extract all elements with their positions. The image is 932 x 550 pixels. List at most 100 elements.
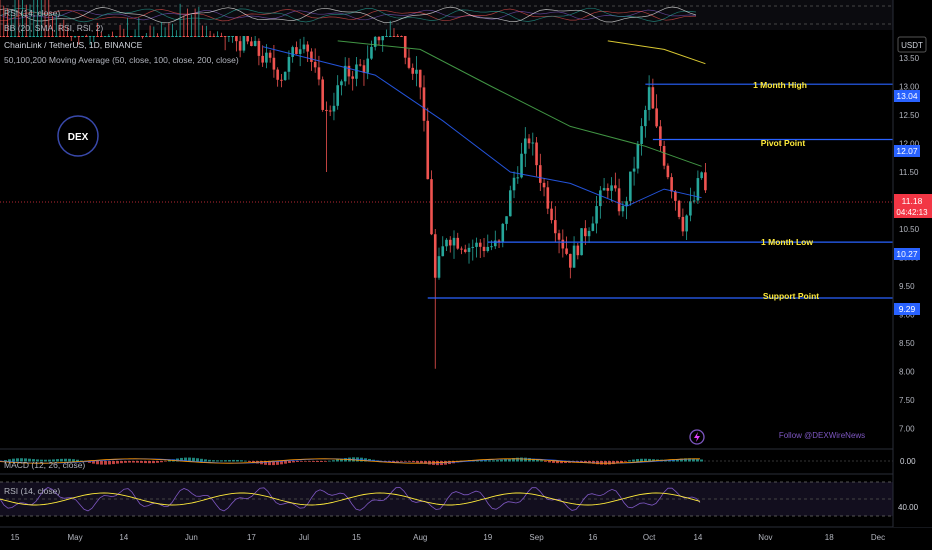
candle-body (133, 36, 137, 37)
macd-bar (332, 460, 335, 462)
candle-body (644, 109, 647, 127)
currency-label: USDT (901, 41, 923, 50)
macd-bar (620, 461, 623, 463)
current-price-value: 11.18 (902, 196, 923, 206)
macd-bar (624, 461, 627, 462)
macd-bar (524, 457, 527, 462)
tag-support: 9.29 (899, 304, 916, 314)
candle-body (36, 36, 39, 37)
macd-bar (492, 460, 495, 462)
macd-bar (480, 460, 483, 462)
time-tick: 15 (11, 533, 20, 542)
candle-body (467, 247, 471, 252)
time-tick: 19 (483, 533, 492, 542)
candle-body (115, 36, 118, 37)
macd-bar (92, 461, 95, 464)
time-axis[interactable]: 15 May 14 Jun 17 Jul 15 Aug 19 Sep 16 Oct 14 Nov 18 Dec (11, 533, 886, 542)
macd-label[interactable]: MACD (12, 26, close) (4, 460, 85, 470)
lightning-icon-bolt (694, 432, 700, 442)
macd-bar (288, 461, 291, 464)
candle-body (452, 237, 456, 246)
macd-bar (156, 461, 159, 463)
candle-body (340, 81, 343, 86)
candle-body (512, 177, 516, 191)
candle-body (587, 230, 591, 237)
macd-bar (636, 459, 639, 462)
candle-body (160, 36, 163, 37)
macd-bar (148, 461, 151, 464)
price-tick: 13.00 (899, 82, 920, 91)
candle-body (100, 36, 103, 37)
candle-body (527, 138, 531, 144)
candle-body (388, 36, 392, 37)
candle-body (362, 65, 366, 73)
macd-bar (48, 459, 51, 462)
dex-logo: DEX (68, 132, 89, 143)
macd-bar (96, 461, 99, 465)
candle-body (103, 36, 107, 37)
macd-bar (144, 461, 147, 464)
macd-bar (416, 461, 419, 463)
price-tick: 11.50 (899, 168, 919, 177)
macd-bar (120, 461, 123, 464)
top-bb-label[interactable]: BB (20, SMA, RSI, RSI, 2) (4, 23, 103, 33)
candle-body (9, 36, 13, 37)
candle-body (298, 49, 302, 54)
macd-bar (272, 461, 275, 466)
macd-bar (60, 458, 63, 462)
ma100-line (337, 40, 702, 167)
top-rsi-panel (0, 0, 893, 30)
candle-body (516, 177, 520, 179)
macd-bar (528, 458, 531, 462)
time-tick: Jul (299, 533, 309, 542)
macd-bar (116, 461, 119, 464)
tag-month-high: 13.04 (896, 91, 918, 101)
candle-body (422, 87, 426, 121)
candle-body (550, 208, 553, 221)
candle-body (238, 41, 242, 51)
symbol-title[interactable]: ChainLink / TetherUS, 1D, BINANCE (4, 40, 143, 50)
macd-bar (236, 459, 239, 462)
candle-body (163, 36, 167, 37)
macd-bar (484, 460, 487, 462)
candle-body (328, 110, 332, 112)
macd-bar (556, 461, 559, 464)
candle-body (520, 153, 523, 178)
macd-bar (228, 460, 231, 462)
macd-bar (648, 458, 651, 462)
macd-lines (0, 458, 701, 464)
candle-body (662, 146, 666, 166)
macd-bar (408, 461, 411, 462)
candle-body (677, 200, 681, 217)
ma-indicator-label[interactable]: 50,100,200 Moving Average (50, close, 10… (4, 55, 239, 65)
candle-body (591, 223, 595, 231)
candle-body (355, 64, 358, 79)
macd-bar (72, 459, 75, 462)
macd-bar (616, 461, 619, 464)
candle-body (403, 36, 407, 58)
candle-body (426, 120, 430, 180)
macd-bar (184, 457, 187, 462)
rsi-label[interactable]: RSI (14, close) (4, 486, 60, 496)
candle-body (257, 40, 261, 56)
candle-body (186, 36, 189, 37)
macd-bar (292, 461, 295, 463)
macd-bar (168, 460, 171, 462)
tag-month-low-bg (894, 248, 920, 260)
macd-bar (540, 460, 543, 462)
tag-support-bg (894, 303, 920, 315)
macd-bar (216, 460, 219, 462)
macd-line (0, 458, 700, 464)
currency-button[interactable] (897, 36, 927, 53)
candle-body (283, 71, 287, 81)
candle-body (227, 36, 231, 37)
candle-body (332, 105, 336, 112)
candle-body (433, 234, 437, 278)
candle-body (336, 85, 339, 106)
top-rsi-label[interactable]: RSI (14, close) (4, 8, 60, 18)
candle-body (265, 52, 268, 63)
macd-bar (308, 461, 311, 462)
macd-bar (324, 461, 327, 462)
candle-body (47, 36, 51, 37)
